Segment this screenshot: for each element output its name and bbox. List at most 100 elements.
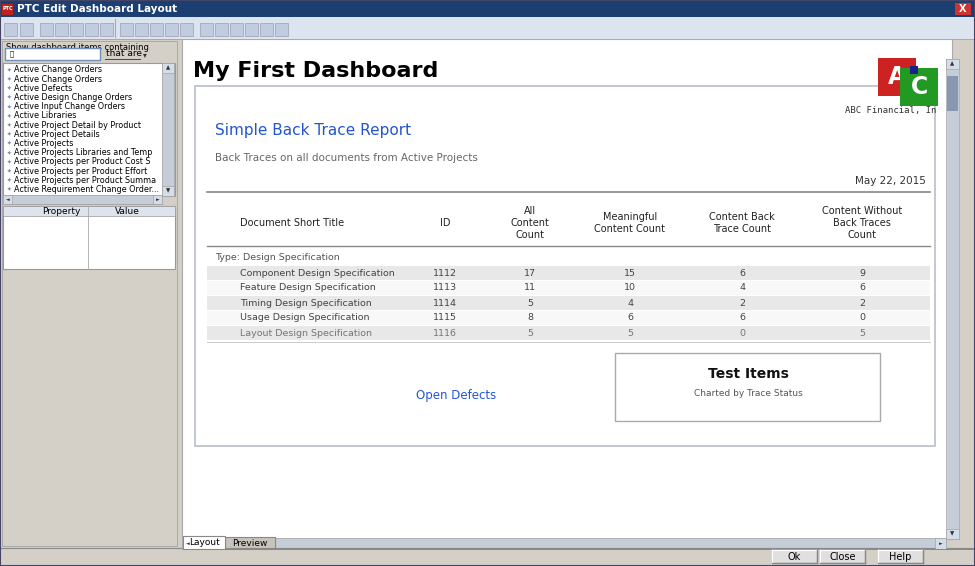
Text: ▼: ▼ bbox=[166, 188, 170, 194]
Text: ◄: ◄ bbox=[185, 541, 189, 546]
Text: 1114: 1114 bbox=[433, 298, 457, 307]
Bar bbox=[0, 39, 975, 548]
Text: Active Projects per Product Summa: Active Projects per Product Summa bbox=[14, 176, 156, 185]
Text: PTC: PTC bbox=[2, 6, 13, 11]
Text: 2: 2 bbox=[739, 298, 745, 307]
Bar bbox=[225, 537, 275, 549]
Bar bbox=[820, 550, 865, 563]
Text: ABC Financial, In: ABC Financial, In bbox=[844, 105, 936, 114]
Text: C: C bbox=[911, 75, 927, 99]
Text: 8: 8 bbox=[527, 314, 533, 323]
Text: ▲: ▲ bbox=[166, 66, 170, 71]
Bar bbox=[207, 296, 930, 310]
Bar bbox=[245, 23, 258, 36]
Text: ✦: ✦ bbox=[7, 132, 12, 137]
Text: 5: 5 bbox=[859, 328, 865, 337]
Text: 1116: 1116 bbox=[433, 328, 457, 337]
Bar bbox=[100, 23, 113, 36]
Text: 10: 10 bbox=[624, 284, 636, 293]
Bar bbox=[3, 206, 175, 216]
Text: ◄: ◄ bbox=[6, 197, 10, 202]
Text: Document Short Title: Document Short Title bbox=[240, 218, 344, 228]
Bar bbox=[946, 529, 959, 539]
Bar bbox=[955, 3, 971, 15]
Bar bbox=[878, 550, 923, 563]
Text: 15: 15 bbox=[624, 268, 636, 277]
Text: ✦: ✦ bbox=[7, 151, 12, 155]
Text: Feature Design Specification: Feature Design Specification bbox=[240, 284, 375, 293]
Text: 0: 0 bbox=[739, 328, 745, 337]
Text: ✦: ✦ bbox=[7, 104, 12, 109]
Bar bbox=[935, 538, 946, 549]
Bar bbox=[85, 23, 98, 36]
Text: Active Change Orders: Active Change Orders bbox=[14, 75, 102, 84]
Text: Test Items: Test Items bbox=[708, 367, 789, 381]
Text: Active Requirement Change Order...: Active Requirement Change Order... bbox=[14, 185, 159, 194]
Text: Ok: Ok bbox=[788, 551, 801, 561]
Bar bbox=[260, 23, 273, 36]
Bar bbox=[182, 39, 952, 539]
Bar bbox=[3, 206, 175, 269]
Bar bbox=[615, 353, 880, 421]
Text: Value: Value bbox=[115, 207, 139, 216]
Text: My First Dashboard: My First Dashboard bbox=[193, 61, 439, 81]
Text: ►: ► bbox=[939, 541, 943, 546]
Text: 11: 11 bbox=[524, 284, 536, 293]
Text: Type: Design Specification: Type: Design Specification bbox=[215, 254, 339, 263]
Text: ✦: ✦ bbox=[7, 77, 12, 82]
Text: 1113: 1113 bbox=[433, 284, 457, 293]
Bar bbox=[207, 326, 930, 340]
Text: ▲: ▲ bbox=[951, 62, 955, 66]
Text: ✦: ✦ bbox=[7, 141, 12, 146]
Bar bbox=[182, 538, 946, 549]
Bar bbox=[215, 23, 228, 36]
Bar bbox=[40, 23, 53, 36]
Text: Property: Property bbox=[42, 207, 80, 216]
Text: 17: 17 bbox=[524, 268, 536, 277]
Text: ✦: ✦ bbox=[7, 95, 12, 100]
Text: Usage Design Specification: Usage Design Specification bbox=[240, 314, 370, 323]
Text: ▼: ▼ bbox=[951, 531, 955, 537]
Text: ✦: ✦ bbox=[7, 187, 12, 192]
Bar bbox=[162, 63, 174, 73]
Text: 6: 6 bbox=[739, 268, 745, 277]
Text: Back Traces on all documents from Active Projects: Back Traces on all documents from Active… bbox=[215, 153, 478, 163]
Bar bbox=[207, 311, 930, 325]
Text: Active Project Details: Active Project Details bbox=[14, 130, 99, 139]
Text: Show dashboard items containing: Show dashboard items containing bbox=[6, 42, 149, 52]
Text: ✦: ✦ bbox=[7, 86, 12, 91]
Bar bbox=[195, 86, 935, 446]
Text: A: A bbox=[888, 65, 906, 89]
Text: 6: 6 bbox=[627, 314, 633, 323]
Bar bbox=[0, 0, 975, 17]
Text: Active Projects: Active Projects bbox=[14, 139, 73, 148]
Text: ✦: ✦ bbox=[7, 114, 12, 118]
Bar bbox=[207, 281, 930, 295]
Text: Preview: Preview bbox=[232, 538, 268, 547]
Text: 2: 2 bbox=[859, 298, 865, 307]
Text: ✦: ✦ bbox=[7, 160, 12, 165]
Bar bbox=[4, 23, 17, 36]
Bar bbox=[946, 59, 959, 539]
Bar bbox=[120, 23, 133, 36]
Text: Active Change Orders: Active Change Orders bbox=[14, 66, 102, 75]
Bar bbox=[0, 17, 975, 39]
Bar bbox=[772, 550, 817, 563]
Text: ✦: ✦ bbox=[7, 123, 12, 128]
Bar bbox=[230, 23, 243, 36]
Bar bbox=[153, 195, 162, 204]
Text: 6: 6 bbox=[739, 314, 745, 323]
Text: May 22, 2015: May 22, 2015 bbox=[855, 176, 926, 186]
Bar bbox=[165, 23, 178, 36]
Text: All
Content
Count: All Content Count bbox=[511, 205, 550, 241]
Text: Active Design Change Orders: Active Design Change Orders bbox=[14, 93, 133, 102]
Text: 5: 5 bbox=[627, 328, 633, 337]
Bar bbox=[182, 538, 946, 549]
Text: 🔍: 🔍 bbox=[10, 51, 15, 57]
Text: Layout Design Specification: Layout Design Specification bbox=[240, 328, 372, 337]
Text: Active Projects per Product Cost S: Active Projects per Product Cost S bbox=[14, 157, 150, 166]
Text: Active Projects per Product Effort: Active Projects per Product Effort bbox=[14, 167, 147, 175]
Bar bbox=[200, 23, 213, 36]
Bar bbox=[0, 548, 975, 566]
Text: 5: 5 bbox=[527, 298, 533, 307]
